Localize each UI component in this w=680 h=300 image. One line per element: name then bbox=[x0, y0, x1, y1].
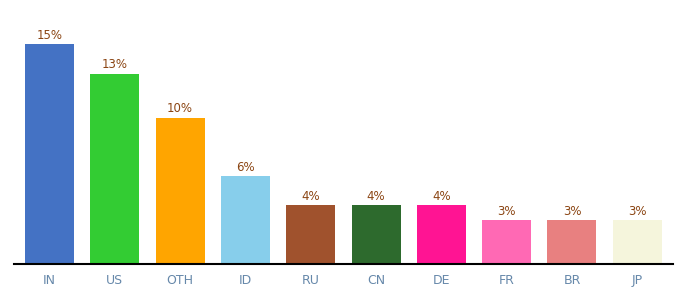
Text: 13%: 13% bbox=[102, 58, 128, 71]
Text: 3%: 3% bbox=[628, 205, 647, 218]
Bar bbox=[221, 176, 270, 264]
Text: 3%: 3% bbox=[563, 205, 581, 218]
Text: 15%: 15% bbox=[37, 29, 63, 42]
Text: 4%: 4% bbox=[432, 190, 451, 203]
Bar bbox=[482, 220, 531, 264]
Bar bbox=[547, 220, 596, 264]
Text: 4%: 4% bbox=[301, 190, 320, 203]
Bar bbox=[352, 206, 401, 264]
Text: 4%: 4% bbox=[367, 190, 386, 203]
Text: 3%: 3% bbox=[497, 205, 516, 218]
Bar bbox=[25, 44, 74, 264]
Bar bbox=[156, 118, 205, 264]
Bar bbox=[613, 220, 662, 264]
Bar bbox=[417, 206, 466, 264]
Bar bbox=[286, 206, 335, 264]
Bar bbox=[90, 74, 139, 264]
Text: 10%: 10% bbox=[167, 102, 193, 115]
Text: 6%: 6% bbox=[236, 161, 255, 174]
